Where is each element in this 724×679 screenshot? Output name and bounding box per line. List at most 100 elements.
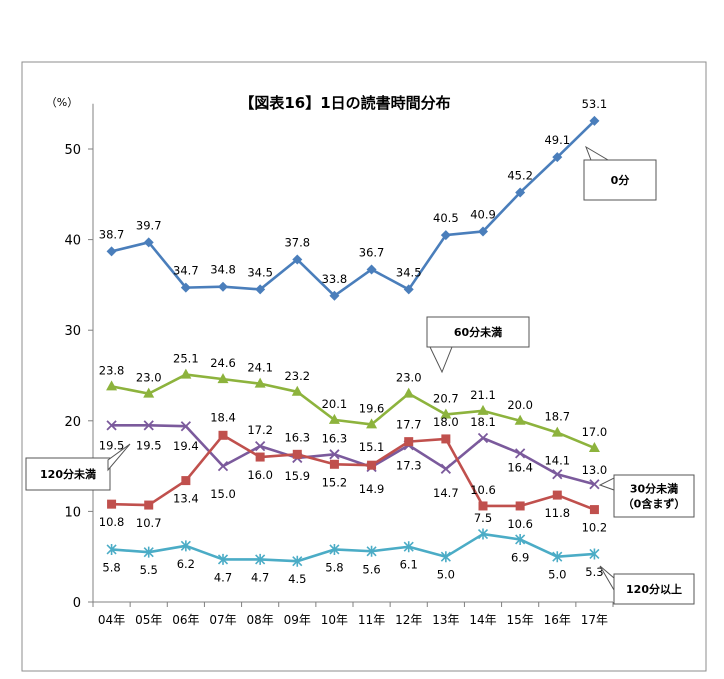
data-label: 4.7: [251, 570, 269, 584]
data-label: 5.8: [102, 560, 120, 574]
data-point-marker: [291, 385, 303, 396]
data-point-marker: [255, 452, 265, 462]
data-label: 18.1: [470, 415, 496, 429]
data-point-marker: [440, 463, 451, 474]
data-point-marker: [328, 413, 340, 424]
data-point-marker: [552, 490, 562, 500]
data-point-marker: [403, 387, 415, 398]
y-tick-label: 0: [73, 596, 81, 611]
series-markers: [106, 115, 600, 567]
data-label: 6.9: [511, 550, 529, 564]
data-label: 18.7: [544, 410, 570, 424]
data-point-marker: [589, 505, 599, 515]
y-tick-label: 30: [64, 324, 81, 339]
data-label: 10.6: [470, 483, 496, 497]
data-label: 16.0: [247, 468, 273, 482]
data-point-marker: [477, 404, 489, 415]
data-label: 23.0: [136, 371, 162, 385]
callout-box: [25, 457, 111, 491]
data-label: 14.7: [433, 486, 459, 500]
series-callouts: 0分 60分未満 120分未満 30分未満（0含まず） 120分以上: [25, 145, 695, 605]
y-tick-label: 50: [64, 143, 81, 158]
series-name-label: 120分以上: [626, 582, 682, 596]
data-label: 40.9: [470, 207, 496, 221]
data-label: 40.5: [433, 211, 459, 225]
data-point-marker: [515, 448, 526, 459]
data-point-marker: [552, 551, 563, 563]
y-unit-label: （%）: [46, 96, 78, 109]
data-label: 15.2: [322, 475, 348, 489]
series-name-label: 60分未満: [454, 325, 502, 339]
data-label: 16.3: [284, 430, 310, 444]
data-label: 13.4: [173, 492, 199, 506]
data-point-marker: [181, 476, 191, 486]
callout-pointer: [429, 346, 453, 374]
data-label: 53.1: [582, 97, 608, 111]
data-point-marker: [366, 545, 377, 557]
callout-pointer: [107, 443, 131, 472]
data-label: 14.9: [359, 482, 385, 496]
data-point-marker: [403, 284, 414, 295]
data-point-marker: [218, 430, 228, 440]
axes: 0 10 20 30 40 50 04年 05年 06年 07年 08年 09年 10年 11年 12年 13…: [64, 103, 614, 627]
x-tick-label: 13年: [432, 613, 459, 627]
x-tick-label: 12年: [395, 613, 422, 627]
x-tick-label: 14年: [469, 613, 496, 627]
data-point-marker: [552, 469, 563, 480]
data-label: 5.8: [325, 560, 343, 574]
y-tick-label: 10: [64, 505, 81, 520]
data-point-marker: [440, 230, 451, 241]
data-label: 38.7: [99, 227, 125, 241]
data-label: 15.0: [210, 487, 236, 501]
data-point-marker: [143, 546, 154, 558]
data-label: 19.4: [173, 439, 199, 453]
data-label: 49.1: [544, 133, 570, 147]
x-tick-label: 04年: [98, 613, 125, 627]
data-label: 5.6: [362, 562, 380, 576]
data-label: 23.8: [99, 363, 125, 377]
series-lines: [111, 119, 596, 563]
data-point-marker: [515, 533, 526, 545]
chart-frame: [21, 61, 707, 672]
y-tick-label: 40: [64, 234, 81, 249]
data-label: 14.1: [544, 453, 570, 467]
data-point-marker: [477, 432, 489, 444]
series-line-1: [111, 373, 595, 450]
data-label: 11.8: [544, 506, 570, 520]
series-name-label: 0分: [611, 173, 630, 187]
data-point-marker: [217, 553, 229, 565]
data-point-marker: [292, 254, 303, 265]
data-point-marker: [106, 380, 118, 391]
series-line-0: [111, 119, 596, 298]
x-tick-label: 17年: [581, 613, 608, 627]
data-label: 18.0: [433, 415, 459, 429]
data-label: 20.0: [507, 398, 533, 412]
data-label: 17.3: [396, 458, 422, 472]
data-label: 16.3: [322, 431, 348, 445]
data-point-marker: [515, 187, 526, 198]
x-tick-label: 11年: [358, 613, 385, 627]
x-tick-label: 16年: [544, 613, 571, 627]
data-point-marker: [478, 226, 488, 237]
data-point-marker: [143, 387, 155, 398]
data-point-marker: [329, 290, 340, 301]
x-tick-label: 07年: [209, 613, 236, 627]
data-point-marker: [329, 459, 339, 469]
x-tick-label: 05年: [135, 613, 162, 627]
data-label: 39.7: [136, 218, 162, 232]
data-point-marker: [477, 528, 489, 540]
data-label: 4.5: [288, 572, 306, 586]
data-label: 21.1: [470, 388, 496, 402]
data-point-marker: [588, 441, 600, 452]
data-point-marker: [143, 420, 154, 431]
data-label: 6.2: [177, 557, 195, 571]
data-label: 20.1: [322, 397, 348, 411]
callout-box: [583, 159, 657, 201]
data-point-marker: [218, 281, 228, 292]
data-label: 7.5: [474, 511, 492, 525]
chart-title: 【図表16】1日の読書時間分布: [239, 94, 450, 112]
data-label: 10.2: [582, 521, 608, 535]
y-tick-label: 20: [64, 415, 81, 430]
series-name-label: 120分未満: [40, 467, 96, 481]
